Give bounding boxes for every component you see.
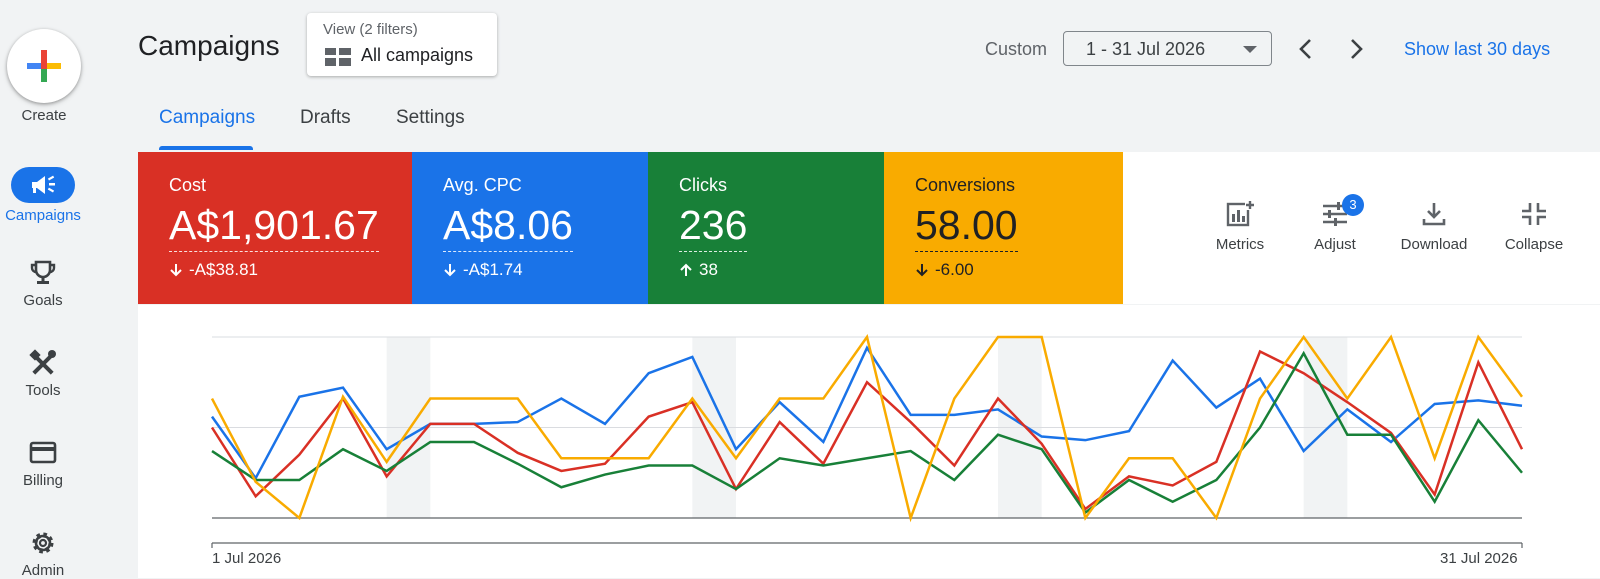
- rail-item-campaigns[interactable]: Campaigns: [0, 167, 86, 224]
- arrow-down-icon: [916, 264, 928, 277]
- create-button[interactable]: [7, 29, 81, 103]
- metric-delta-value: -A$38.81: [189, 260, 258, 279]
- previous-period-button[interactable]: [1291, 34, 1321, 64]
- metric-card-avg-cpc[interactable]: Avg. CPC A$8.06 -A$1.74: [412, 152, 648, 304]
- date-range-select[interactable]: 1 - 31 Jul 2026: [1063, 31, 1272, 66]
- download-button[interactable]: Download: [1389, 200, 1479, 253]
- rail-item-admin[interactable]: Admin: [0, 528, 86, 579]
- active-tab-indicator: [159, 146, 253, 150]
- adjust-label: Adjust: [1314, 236, 1356, 253]
- add-chart-icon: [1226, 200, 1255, 227]
- metric-value: 236: [679, 201, 748, 252]
- metric-label: Cost: [169, 175, 207, 195]
- arrow-down-icon: [170, 264, 182, 277]
- credit-card-icon: [29, 441, 57, 464]
- navigation-rail: Create Campaigns Goals Tool: [0, 0, 86, 579]
- tab-campaigns[interactable]: Campaigns: [159, 107, 256, 128]
- collapse-icon: [1522, 203, 1546, 225]
- rail-label-tools: Tools: [25, 382, 61, 399]
- view-filter-selector[interactable]: View (2 filters) All campaigns: [307, 13, 497, 76]
- metric-card-conversions[interactable]: Conversions 58.00 -6.00: [884, 152, 1123, 304]
- download-label: Download: [1400, 236, 1468, 253]
- metric-card-cost[interactable]: Cost A$1,901.67 -A$38.81: [138, 152, 412, 304]
- metric-delta: 38: [679, 260, 718, 280]
- metric-label: Conversions: [915, 175, 1016, 195]
- page-title: Campaigns: [138, 30, 280, 61]
- metric-delta-value: -6.00: [935, 260, 974, 279]
- metric-delta-value: -A$1.74: [463, 260, 523, 279]
- arrow-up-icon: [680, 263, 692, 276]
- tab-settings[interactable]: Settings: [396, 107, 465, 128]
- chart-tools-panel: Metrics Adjust 3 Download Collapse: [1123, 152, 1600, 304]
- x-axis-start-label: 1 Jul 2026: [212, 550, 282, 567]
- date-mode-label: Custom: [985, 39, 1048, 59]
- metrics-label: Metrics: [1215, 236, 1265, 253]
- collapse-label: Collapse: [1504, 236, 1564, 253]
- create-label: Create: [21, 107, 67, 124]
- plus-icon: [27, 50, 61, 82]
- date-range-value: 1 - 31 Jul 2026: [1086, 39, 1206, 59]
- metric-value: A$8.06: [443, 201, 573, 252]
- arrow-down-icon: [444, 264, 456, 277]
- metric-delta: -A$1.74: [443, 260, 523, 280]
- rail-label-billing: Billing: [22, 472, 64, 489]
- adjust-count-badge: 3: [1342, 194, 1364, 216]
- rail-item-billing[interactable]: Billing: [0, 438, 86, 489]
- rail-item-tools[interactable]: Tools: [0, 348, 86, 399]
- view-filters-label: View (2 filters): [323, 21, 418, 38]
- metric-delta-value: 38: [699, 260, 718, 279]
- tools-icon: [29, 349, 56, 375]
- megaphone-icon: [32, 175, 55, 194]
- grid-view-icon: [325, 48, 351, 66]
- view-value: All campaigns: [361, 45, 474, 65]
- adjust-button[interactable]: Adjust 3: [1290, 194, 1380, 253]
- rail-label-admin: Admin: [21, 562, 65, 579]
- metric-delta: -A$38.81: [169, 260, 258, 280]
- collapse-button[interactable]: Collapse: [1489, 200, 1579, 253]
- x-axis-end-label: 31 Jul 2026: [1440, 550, 1518, 567]
- tab-drafts[interactable]: Drafts: [300, 107, 351, 128]
- metric-delta: -6.00: [915, 260, 974, 280]
- metric-value: A$1,901.67: [169, 201, 379, 252]
- metric-card-clicks[interactable]: Clicks 236 38: [648, 152, 884, 304]
- dropdown-caret-icon: [1243, 46, 1257, 53]
- metric-value: 58.00: [915, 201, 1018, 252]
- trophy-icon: [30, 260, 56, 284]
- show-last-30-days-link[interactable]: Show last 30 days: [1404, 39, 1551, 59]
- download-icon: [1422, 203, 1446, 226]
- rail-label-goals: Goals: [23, 292, 63, 309]
- metric-label: Avg. CPC: [443, 175, 522, 195]
- rail-item-goals[interactable]: Goals: [0, 258, 86, 309]
- rail-label-campaigns: Campaigns: [5, 207, 81, 224]
- next-period-button[interactable]: [1341, 34, 1371, 64]
- metric-label: Clicks: [679, 175, 727, 195]
- gear-icon: [32, 532, 54, 554]
- metrics-button[interactable]: Metrics: [1195, 200, 1285, 253]
- performance-chart-area: [138, 305, 1600, 578]
